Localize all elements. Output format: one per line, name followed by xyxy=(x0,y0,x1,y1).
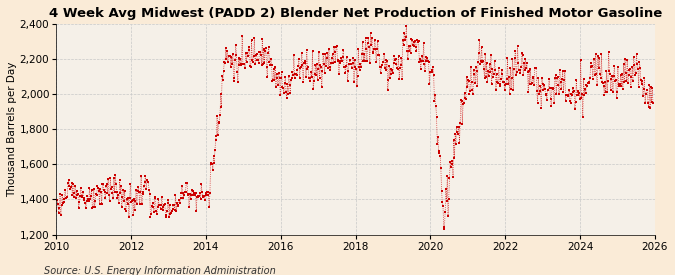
Text: Source: U.S. Energy Information Administration: Source: U.S. Energy Information Administ… xyxy=(44,266,275,275)
Y-axis label: Thousand Barrels per Day: Thousand Barrels per Day xyxy=(7,62,17,197)
Title: 4 Week Avg Midwest (PADD 2) Blender Net Production of Finished Motor Gasoline: 4 Week Avg Midwest (PADD 2) Blender Net … xyxy=(49,7,662,20)
